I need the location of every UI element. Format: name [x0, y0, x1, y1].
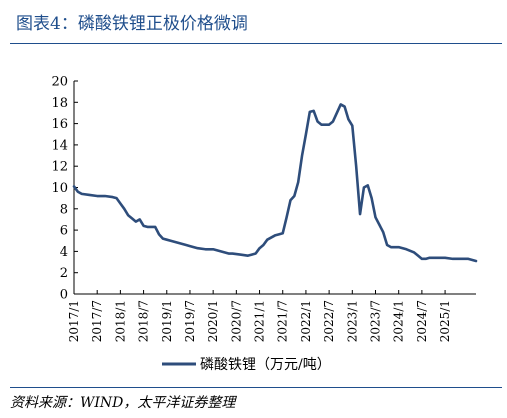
- y-tick-label: 6: [60, 224, 68, 239]
- y-tick-label: 2: [60, 266, 68, 281]
- x-tick-label: 2020/1: [206, 300, 220, 342]
- y-tick-label: 4: [60, 245, 68, 260]
- x-tick-label: 2017/7: [90, 300, 104, 342]
- legend-label: 磷酸铁锂（万元/吨）: [200, 357, 331, 373]
- x-tick-label: 2024/7: [415, 300, 429, 342]
- x-tick-label: 2022/7: [322, 300, 336, 342]
- y-tick-label: 16: [51, 117, 68, 132]
- price-line-chart: 0 2 4 6 8 10 12 14 16 18 20 2017/1 2017/7 2018/1 2018…: [51, 75, 478, 373]
- x-tick-label: 2018/1: [113, 300, 127, 342]
- x-tick-label: 2020/7: [229, 300, 243, 342]
- y-tick-label: 0: [60, 288, 68, 303]
- x-tick-label: 2023/7: [369, 300, 383, 342]
- series-line: [72, 103, 478, 263]
- y-tick-label: 12: [51, 160, 68, 175]
- x-tick-label: 2021/1: [253, 300, 267, 342]
- x-tick-label: 2023/1: [345, 300, 359, 342]
- footer-divider: [10, 387, 502, 388]
- x-tick-label: 2019/7: [183, 300, 197, 342]
- y-tick-label: 10: [51, 181, 68, 196]
- x-tick-label: 2022/1: [299, 300, 313, 342]
- y-tick-label: 18: [51, 96, 68, 111]
- x-tick-label: 2021/7: [276, 300, 290, 342]
- y-tick-label: 20: [51, 75, 68, 90]
- y-tick-label: 8: [60, 202, 68, 217]
- x-tick-label: 2017/1: [67, 300, 81, 342]
- x-tick-label: 2018/7: [137, 300, 151, 342]
- chart-title: 图表4：磷酸铁锂正极价格微调: [16, 14, 248, 34]
- title-divider: [10, 43, 502, 44]
- x-tick-label: 2024/1: [392, 300, 406, 342]
- x-tick-label: 2025/1: [438, 300, 452, 342]
- y-tick-label: 14: [51, 138, 68, 153]
- x-tick-label: 2019/1: [160, 300, 174, 342]
- source-note: 资料来源：WIND，太平洋证券整理: [10, 395, 236, 411]
